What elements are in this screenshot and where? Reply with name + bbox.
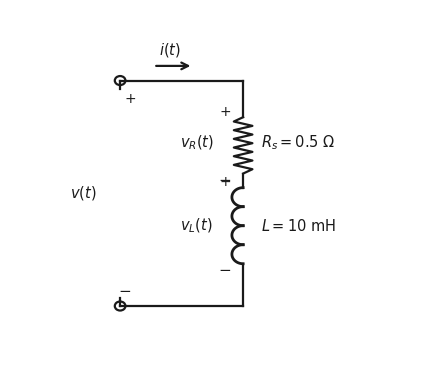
Text: $v(t)$: $v(t)$ (70, 184, 97, 202)
Text: $v_R(t)$: $v_R(t)$ (180, 133, 214, 152)
Text: $R_s = 0.5\ \Omega$: $R_s = 0.5\ \Omega$ (261, 133, 336, 152)
Text: +: + (219, 175, 231, 189)
Text: −: − (119, 284, 131, 299)
Text: +: + (125, 92, 136, 106)
Text: $i(t)$: $i(t)$ (159, 41, 181, 59)
Text: $v_L(t)$: $v_L(t)$ (180, 217, 213, 235)
Text: +: + (219, 105, 231, 119)
Text: $L = 10\ \mathrm{mH}$: $L = 10\ \mathrm{mH}$ (261, 218, 337, 234)
Text: −: − (218, 173, 231, 188)
Text: −: − (218, 263, 231, 278)
